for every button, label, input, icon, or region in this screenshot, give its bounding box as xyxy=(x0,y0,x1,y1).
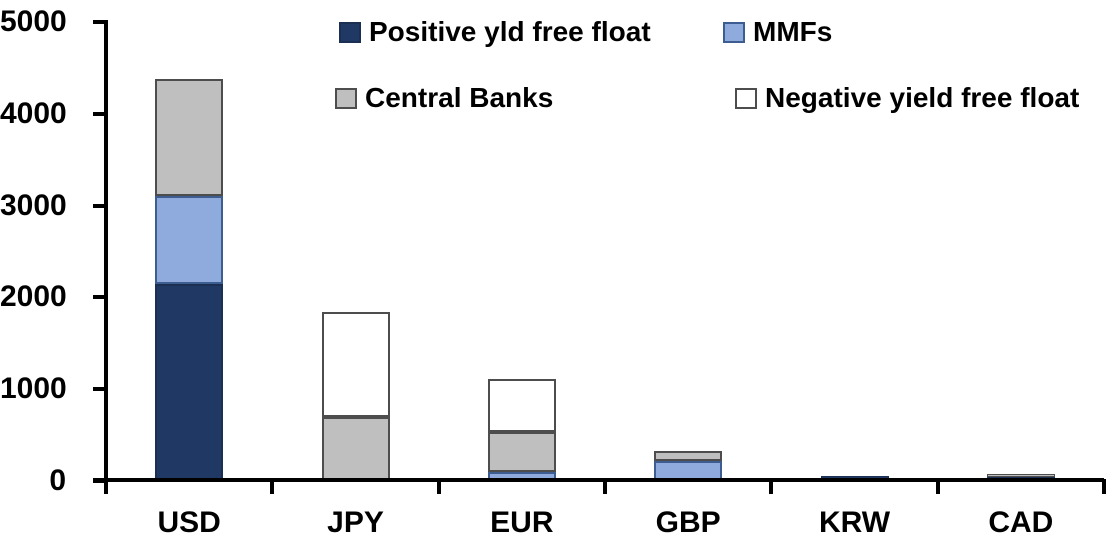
x-axis-tick xyxy=(603,479,607,494)
x-axis-line xyxy=(93,478,1104,482)
bar-segment-usd-mmfs xyxy=(155,196,224,284)
bar-segment-usd-central-banks xyxy=(155,78,224,197)
y-axis-tick xyxy=(93,203,107,208)
bar-segment-eur-negative-yield-free-float xyxy=(487,379,556,433)
legend-swatch-central-banks xyxy=(335,87,357,109)
x-axis-label-usd: USD xyxy=(157,506,221,539)
x-axis-tick xyxy=(270,479,275,494)
y-axis-line xyxy=(104,20,108,483)
legend-label-positive-yld-free-float: Positive yld free float xyxy=(369,16,651,47)
y-axis-tick-label: 1000 xyxy=(0,372,67,406)
legend-item-mmfs: MMFs xyxy=(723,16,833,47)
y-axis-tick xyxy=(93,20,107,24)
legend-item-negative-yield-free-float: Negative yield free float xyxy=(735,82,1080,113)
y-axis-tick xyxy=(93,111,107,116)
y-axis-tick-label: 5000 xyxy=(0,5,67,38)
y-axis-tick-label: 4000 xyxy=(0,96,67,130)
y-axis-tick-label: 0 xyxy=(49,464,66,497)
y-axis-tick xyxy=(93,479,107,483)
x-axis-tick xyxy=(1102,479,1106,494)
bar-segment-jpy-negative-yield-free-float xyxy=(321,312,390,417)
legend-swatch-mmfs xyxy=(723,21,745,43)
x-axis-tick xyxy=(436,479,441,494)
y-axis-tick xyxy=(93,387,107,392)
bar-segment-usd-positive-yld-free-float xyxy=(155,283,224,481)
x-axis-label-jpy: JPY xyxy=(327,506,384,539)
legend-label-negative-yield-free-float: Negative yield free float xyxy=(765,82,1080,113)
x-axis-tick xyxy=(769,479,774,494)
bar-segment-gbp-central-banks xyxy=(654,450,723,461)
x-axis-label-gbp: GBP xyxy=(655,506,721,539)
x-axis-tick xyxy=(104,479,108,494)
y-axis-tick-label: 3000 xyxy=(0,188,67,222)
legend-swatch-positive-yld-free-float xyxy=(339,21,361,43)
bar-segment-eur-central-banks xyxy=(487,432,556,472)
legend-label-central-banks: Central Banks xyxy=(365,82,554,113)
y-axis-tick-label: 2000 xyxy=(0,280,67,314)
legend-label-mmfs: MMFs xyxy=(753,16,833,47)
x-axis-label-krw: KRW xyxy=(818,506,891,539)
x-axis-label-eur: EUR xyxy=(490,506,554,539)
legend-swatch-negative-yield-free-float xyxy=(735,87,757,109)
legend-item-central-banks: Central Banks xyxy=(335,82,554,113)
x-axis-tick xyxy=(935,479,940,494)
bar-segment-cad-central-banks xyxy=(986,473,1055,478)
bar-segment-jpy-central-banks xyxy=(321,416,390,481)
x-axis-label-cad: CAD xyxy=(988,506,1054,539)
y-axis-tick xyxy=(93,295,107,300)
legend-item-positive-yld-free-float: Positive yld free float xyxy=(339,16,651,47)
